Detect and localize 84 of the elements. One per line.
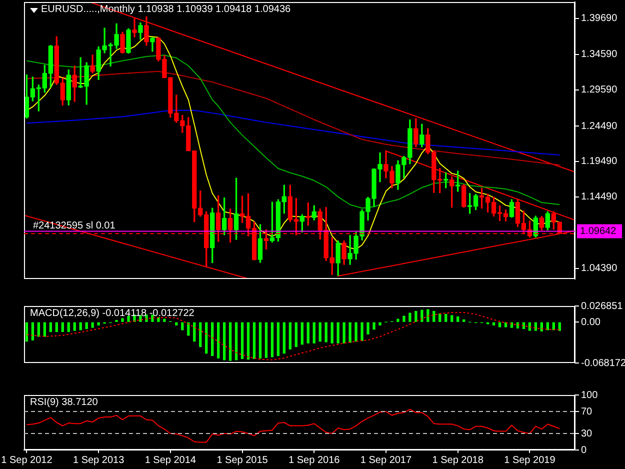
y-tick-label: 70 bbox=[581, 406, 593, 418]
y-tick-label: 1.14490 bbox=[581, 192, 618, 203]
bar bbox=[282, 322, 286, 354]
bar bbox=[246, 322, 250, 360]
y-tick-label: 100 bbox=[581, 390, 598, 401]
bar bbox=[139, 315, 142, 322]
bar bbox=[354, 322, 358, 342]
bar bbox=[199, 322, 202, 348]
y-tick-label: 1.39690 bbox=[581, 13, 618, 24]
bar bbox=[270, 322, 274, 358]
chart-title: MACD(12,26,9) -0.014118 -0.012722 bbox=[30, 308, 194, 320]
bar bbox=[85, 322, 88, 330]
bar bbox=[211, 322, 214, 356]
bar bbox=[228, 322, 232, 361]
bar bbox=[288, 322, 292, 350]
bar bbox=[342, 322, 346, 344]
bar bbox=[151, 314, 154, 322]
y-tick-label: 30 bbox=[581, 428, 593, 440]
bar bbox=[222, 322, 226, 360]
bar bbox=[360, 322, 364, 342]
bar bbox=[127, 316, 130, 322]
bar bbox=[444, 314, 448, 322]
y-tick-label: 0.00 bbox=[581, 316, 601, 328]
y-tick-label: 1.04390 bbox=[581, 263, 618, 274]
bar bbox=[252, 322, 256, 360]
bar bbox=[408, 312, 412, 322]
bar bbox=[450, 315, 454, 322]
bar bbox=[49, 322, 52, 332]
bar bbox=[366, 322, 370, 334]
bar bbox=[145, 314, 148, 322]
bar bbox=[456, 316, 460, 322]
bar bbox=[37, 322, 40, 337]
x-tick-label: 1 Sep 2013 bbox=[72, 454, 125, 466]
bar bbox=[234, 322, 238, 360]
y-tick-label: 0 bbox=[581, 444, 587, 456]
bar bbox=[91, 322, 94, 328]
chart-title: RSI(9) 38.7120 bbox=[30, 397, 98, 409]
bar bbox=[55, 322, 58, 332]
bar bbox=[330, 322, 334, 344]
bar bbox=[258, 322, 262, 358]
bar bbox=[426, 309, 430, 322]
bar bbox=[324, 322, 328, 342]
ref-line-label: 1.09642 bbox=[580, 226, 617, 237]
bar bbox=[216, 322, 220, 358]
bar bbox=[163, 318, 166, 322]
bar bbox=[318, 322, 322, 342]
x-tick-label: 1 Sep 2019 bbox=[504, 454, 556, 466]
bar bbox=[240, 322, 244, 360]
bar bbox=[432, 310, 436, 322]
bar bbox=[462, 319, 466, 322]
y-tick-label: 1.34590 bbox=[581, 49, 618, 60]
y-tick-label: 1.19490 bbox=[581, 156, 618, 168]
bar bbox=[121, 318, 124, 322]
x-tick-label: 1 Sep 2018 bbox=[432, 454, 484, 466]
bar bbox=[402, 316, 406, 322]
bar bbox=[348, 322, 352, 343]
y-tick-label: 1.29590 bbox=[581, 84, 618, 96]
x-tick-label: 1 Sep 2015 bbox=[216, 454, 268, 466]
bar bbox=[306, 322, 310, 344]
bar bbox=[205, 322, 208, 354]
bar bbox=[438, 313, 442, 322]
x-tick-label: 1 Sep 2012 bbox=[1, 454, 53, 466]
x-tick-label: 1 Sep 2014 bbox=[144, 454, 196, 466]
y-tick-label: 1.24490 bbox=[581, 120, 618, 132]
bar bbox=[414, 310, 418, 322]
bar bbox=[61, 322, 64, 332]
bar bbox=[312, 322, 316, 344]
bar bbox=[67, 322, 70, 332]
bar bbox=[97, 322, 100, 326]
bar bbox=[193, 322, 196, 342]
bar bbox=[276, 322, 280, 356]
y-tick-label: 0.026851 bbox=[581, 300, 624, 312]
x-tick-label: 1 Sep 2017 bbox=[360, 454, 412, 466]
bar bbox=[396, 318, 400, 322]
bar bbox=[336, 322, 340, 344]
bar bbox=[43, 322, 46, 337]
bar bbox=[372, 322, 376, 330]
x-tick-label: 1 Sep 2016 bbox=[288, 454, 340, 466]
bar bbox=[264, 322, 268, 358]
bar bbox=[31, 322, 34, 340]
bar bbox=[294, 322, 298, 348]
bar bbox=[300, 322, 304, 345]
bar bbox=[378, 322, 382, 326]
bar bbox=[73, 322, 76, 331]
